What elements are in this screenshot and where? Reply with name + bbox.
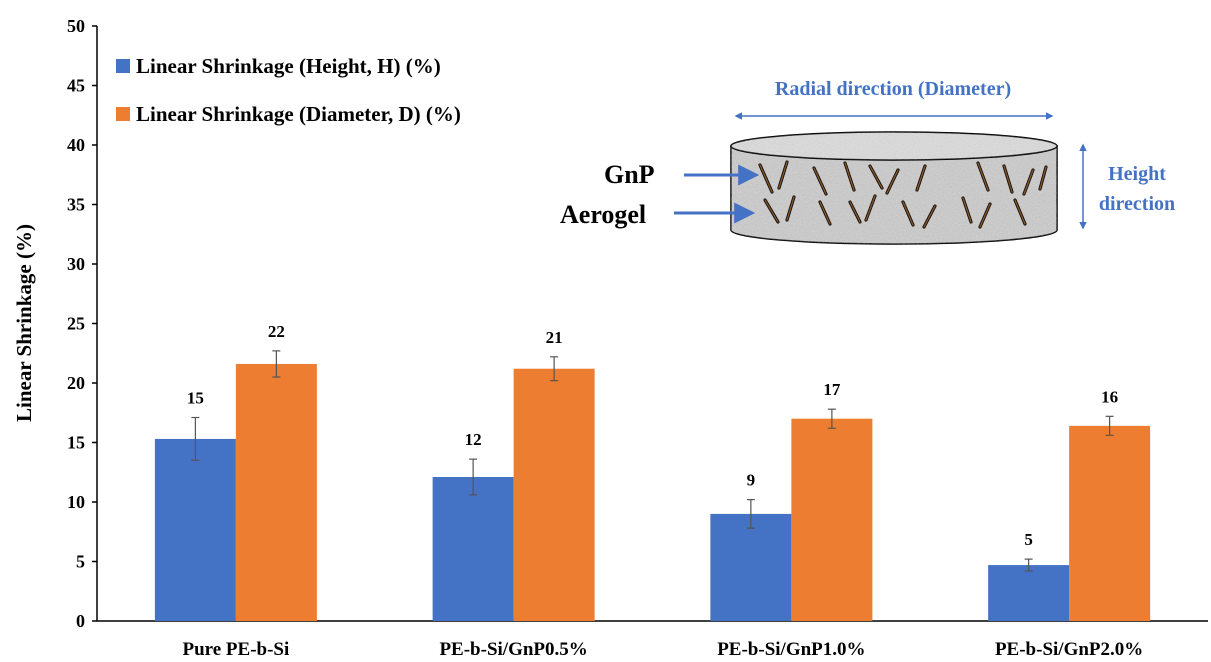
category-label: PE-b-Si/GnP1.0% xyxy=(717,639,865,660)
legend-label-height: Linear Shrinkage (Height, H) (%) xyxy=(136,54,441,78)
category-label: Pure PE-b-Si xyxy=(182,639,289,660)
gnp-flake-edge xyxy=(759,164,773,193)
y-tick-label: 30 xyxy=(67,254,85,274)
y-tick-label: 45 xyxy=(67,76,85,96)
gnp-flake-edge xyxy=(977,162,989,191)
gnp-flake-edge xyxy=(1003,165,1013,193)
legend-swatch-diameter xyxy=(116,107,130,121)
bar-height xyxy=(432,477,514,621)
bar-diameter xyxy=(791,418,873,621)
gnp-flake-edge xyxy=(923,205,936,228)
y-ticks: 0 5 10 15 20 25 30 35 40 45 50 xyxy=(67,16,97,631)
gnp-flake-edge xyxy=(1014,199,1026,225)
height-direction-label-line2: direction xyxy=(1099,193,1175,215)
bar-diameter xyxy=(1069,425,1151,621)
gnp-flake-edge xyxy=(1023,169,1034,195)
y-tick-label: 15 xyxy=(67,433,85,453)
data-label: 22 xyxy=(268,322,285,341)
gnp-label: GnP xyxy=(604,160,655,189)
bar-diameter xyxy=(513,368,595,621)
y-tick-label: 40 xyxy=(67,135,85,155)
gnp-flake-edge xyxy=(979,203,991,228)
aerogel-label: Aerogel xyxy=(560,200,646,229)
data-label: 21 xyxy=(546,328,563,347)
data-label: 12 xyxy=(465,430,482,449)
gnp-flake-edge xyxy=(778,161,788,189)
bars xyxy=(154,363,1151,621)
y-tick-label: 0 xyxy=(76,611,85,631)
category-labels: Pure PE-b-Si PE-b-Si/GnP0.5% PE-b-Si/GnP1.… xyxy=(182,639,1143,660)
gnp-flake-edge xyxy=(844,162,855,191)
radial-direction-label: Radial direction (Diameter) xyxy=(775,78,1011,100)
category-label: PE-b-Si/GnP2.0% xyxy=(995,639,1143,660)
gnp-flake-edge xyxy=(962,197,972,223)
data-labels: 15 22 12 21 9 17 5 16 xyxy=(187,322,1118,549)
legend-label-diameter: Linear Shrinkage (Diameter, D) (%) xyxy=(136,102,461,126)
legend: Linear Shrinkage (Height, H) (%) Linear … xyxy=(116,54,461,126)
bar-diameter xyxy=(235,363,317,621)
gnp-flake-edge xyxy=(1039,166,1047,190)
gnp-flake-edge xyxy=(813,167,827,195)
gnp-flake-edge xyxy=(786,196,795,221)
inset-diagram: Radial direction (Diameter) GnP Aerogel … xyxy=(560,78,1175,245)
y-axis-label: Linear Shrinkage (%) xyxy=(12,224,36,422)
bar-height xyxy=(988,565,1070,621)
legend-swatch-height xyxy=(116,59,130,73)
gnp-flake-edge xyxy=(764,199,779,223)
y-tick-label: 20 xyxy=(67,373,85,393)
data-label: 16 xyxy=(1101,387,1118,406)
gnp-flake-edge xyxy=(849,201,861,223)
y-tick-label: 50 xyxy=(67,16,85,36)
gnp-flake-edge xyxy=(902,201,914,226)
y-tick-label: 25 xyxy=(67,314,85,334)
data-label: 9 xyxy=(747,471,756,490)
gnp-flake-edge xyxy=(865,195,876,221)
data-label: 5 xyxy=(1024,530,1033,549)
y-tick-label: 5 xyxy=(76,552,85,572)
data-label: 15 xyxy=(187,389,204,408)
gnp-flakes xyxy=(758,160,1048,229)
data-label: 17 xyxy=(823,380,841,399)
bar-height xyxy=(710,513,792,621)
gnp-flake-edge xyxy=(869,165,883,189)
gnp-flake-edge xyxy=(886,169,899,194)
height-direction-label-line1: Height xyxy=(1108,163,1166,185)
bar-height xyxy=(154,438,236,621)
y-tick-label: 10 xyxy=(67,492,85,512)
cylinder xyxy=(730,131,1058,245)
error-bars xyxy=(191,350,1114,572)
gnp-flake-edge xyxy=(916,165,926,191)
gnp-flake-edge xyxy=(819,201,831,225)
y-tick-label: 35 xyxy=(67,195,85,215)
category-label: PE-b-Si/GnP0.5% xyxy=(439,639,587,660)
